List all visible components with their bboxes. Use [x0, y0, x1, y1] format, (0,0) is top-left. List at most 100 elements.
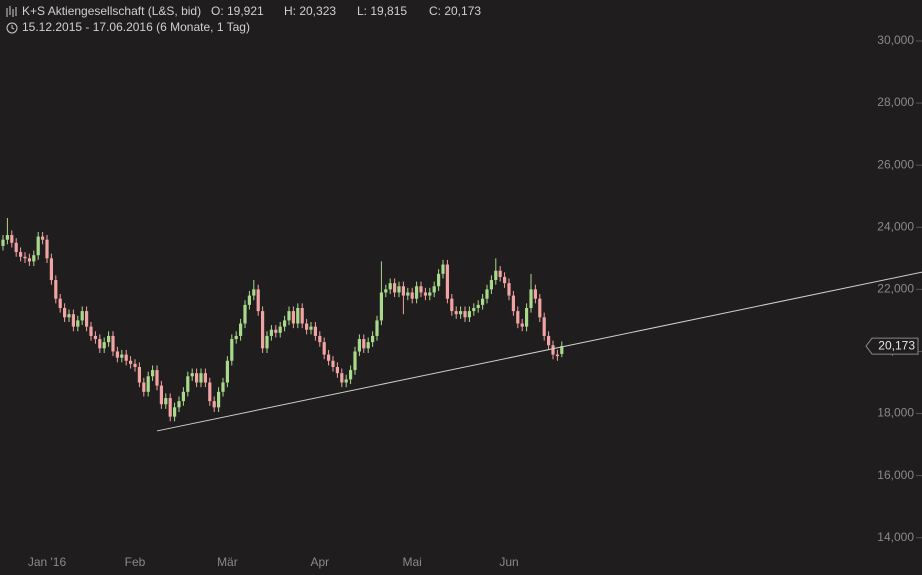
- candle-body: [357, 339, 361, 352]
- candle-body: [507, 283, 511, 296]
- y-tick-label: 28,000: [877, 95, 914, 109]
- candle-body: [71, 314, 75, 327]
- candle-body: [327, 354, 331, 361]
- candle-body: [283, 320, 287, 327]
- candle-body: [467, 311, 471, 318]
- candle-body: [129, 360, 133, 364]
- candle-body: [111, 335, 115, 352]
- candle-body: [102, 342, 106, 349]
- y-tick-label: 14,000: [877, 530, 914, 544]
- candle-body: [415, 286, 419, 299]
- candle-body: [375, 320, 379, 336]
- candle-body: [437, 273, 441, 287]
- candle-body: [98, 339, 102, 349]
- candle-body: [555, 354, 559, 357]
- candle-body: [168, 398, 172, 417]
- candle-body: [1, 239, 5, 246]
- ohlc-label: L: 19,815: [357, 4, 407, 18]
- candle-body: [432, 286, 436, 293]
- candle-body: [309, 326, 313, 330]
- candle-body: [76, 320, 80, 327]
- candle-body: [560, 346, 564, 354]
- candle-body: [199, 373, 203, 383]
- candle-body: [274, 329, 278, 333]
- candle-body: [291, 311, 295, 324]
- candle-body: [225, 360, 229, 383]
- candle-body: [89, 326, 93, 336]
- candle-body: [454, 311, 458, 315]
- candle-body: [362, 339, 366, 349]
- candle-body: [54, 280, 58, 299]
- candle-body: [256, 289, 260, 312]
- candle-body: [481, 298, 485, 305]
- x-tick-label: Jun: [499, 555, 518, 569]
- candle-body: [133, 363, 137, 367]
- candle-body: [115, 351, 119, 358]
- candle-body: [485, 289, 489, 299]
- y-tick-label: 16,000: [877, 468, 914, 482]
- candle-body: [379, 292, 383, 321]
- candle-body: [36, 236, 40, 256]
- candle-body: [19, 252, 23, 257]
- candle-body: [388, 283, 392, 290]
- candle-body: [313, 326, 317, 336]
- candle-body: [305, 323, 309, 330]
- candle-body: [155, 370, 159, 386]
- candle-body: [221, 382, 225, 392]
- chart-subtitle: 15.12.2015 - 17.06.2016 (6 Monate, 1 Tag…: [22, 20, 250, 34]
- candle-body: [49, 258, 53, 281]
- candle-body: [498, 270, 502, 277]
- candle-body: [335, 366, 339, 374]
- candle-body: [511, 295, 515, 312]
- x-tick-label: Jan '16: [28, 555, 67, 569]
- candle-body: [173, 407, 177, 417]
- candle-body: [419, 286, 423, 293]
- candle-body: [428, 292, 432, 296]
- y-tick-label: 22,000: [877, 282, 914, 296]
- candle-body: [159, 385, 163, 405]
- candle-body: [5, 235, 9, 240]
- candle-body: [252, 289, 256, 296]
- candle-body: [551, 345, 555, 355]
- candle-body: [23, 256, 27, 259]
- candle-body: [322, 342, 326, 355]
- candle-body: [239, 323, 243, 336]
- candle-body: [27, 258, 31, 262]
- candle-body: [58, 298, 62, 308]
- candle-body: [349, 370, 353, 380]
- trendline: [156, 271, 922, 432]
- candle-body: [459, 311, 463, 315]
- clock-icon: [6, 22, 18, 34]
- candle-body: [472, 307, 476, 312]
- candle-body: [525, 307, 529, 327]
- candle-body: [63, 307, 67, 318]
- candle-body: [93, 335, 97, 340]
- x-tick-label: Apr: [310, 555, 329, 569]
- candle-body: [476, 304, 480, 308]
- candle-body: [269, 329, 273, 336]
- x-tick-label: Mär: [217, 555, 238, 569]
- ohlc-label: O: 19,921: [211, 4, 264, 18]
- candle-body: [547, 335, 551, 346]
- candle-body: [195, 373, 199, 383]
- candle-body: [450, 298, 454, 312]
- candle-body: [186, 376, 190, 392]
- candle-body: [203, 373, 207, 383]
- x-tick-label: Mai: [403, 555, 422, 569]
- y-tick-label: 18,000: [877, 406, 914, 420]
- candle-body: [503, 276, 507, 284]
- candle-body: [331, 360, 335, 367]
- candle-body: [230, 339, 234, 361]
- candle-body: [516, 311, 520, 324]
- y-tick-label: 26,000: [877, 157, 914, 171]
- candle-body: [441, 264, 445, 274]
- candle-body: [296, 307, 300, 324]
- candle-body: [533, 289, 537, 299]
- candle-body: [265, 335, 269, 349]
- candle-body: [67, 314, 71, 318]
- chart-title: K+S Aktiengesellschaft (L&S, bid): [22, 4, 201, 18]
- candle-body: [247, 295, 251, 305]
- candle-body: [445, 264, 449, 299]
